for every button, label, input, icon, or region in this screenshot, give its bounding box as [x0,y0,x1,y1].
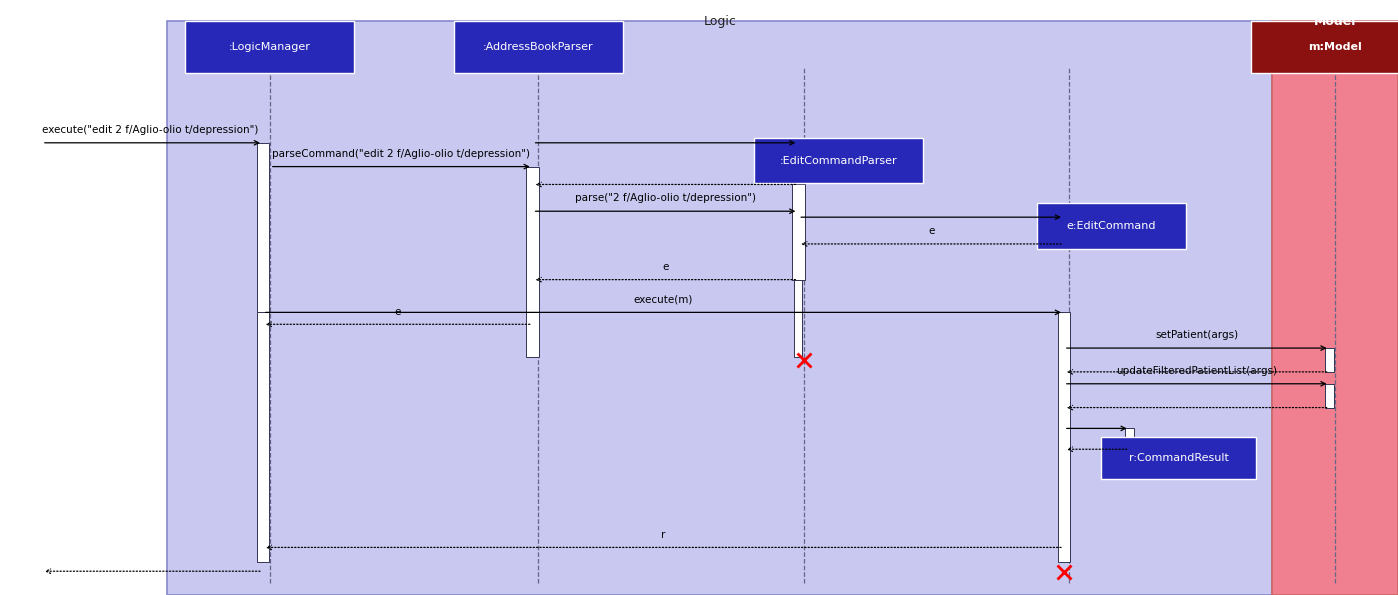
Bar [168,21,1272,595]
Text: Logic: Logic [703,15,737,28]
Text: e: e [394,306,401,317]
Text: setPatient(args): setPatient(args) [1155,330,1239,340]
Bar [1125,428,1135,449]
FancyBboxPatch shape [1102,437,1255,480]
Bar [526,167,538,357]
FancyBboxPatch shape [185,21,355,73]
Text: r:CommandResult: r:CommandResult [1128,453,1229,463]
Bar [794,280,802,357]
Bar [1325,348,1334,372]
FancyBboxPatch shape [453,21,622,73]
Bar [1272,21,1398,595]
Text: execute(m): execute(m) [633,295,693,305]
Bar [257,312,268,562]
Text: e: e [928,226,934,236]
Bar [1057,217,1071,244]
Bar [1325,384,1334,408]
Text: :EditCommandParser: :EditCommandParser [780,156,898,165]
Bar [791,143,805,184]
Text: :AddressBookParser: :AddressBookParser [482,42,594,52]
Text: Model: Model [1314,15,1356,28]
Text: parseCommand("edit 2 f/Aglio-olio t/depression"): parseCommand("edit 2 f/Aglio-olio t/depr… [273,149,530,159]
Bar [1057,312,1071,562]
FancyBboxPatch shape [1250,21,1398,73]
FancyBboxPatch shape [1037,203,1186,249]
Text: updateFilteredPatientList(args): updateFilteredPatientList(args) [1116,366,1278,376]
Text: parse("2 f/Aglio-olio t/depression"): parse("2 f/Aglio-olio t/depression") [575,193,756,203]
Text: m:Model: m:Model [1309,42,1362,52]
Text: execute("edit 2 f/Aglio-olio t/depression"): execute("edit 2 f/Aglio-olio t/depressio… [42,125,259,135]
Text: e: e [663,262,668,272]
Text: e:EditCommand: e:EditCommand [1067,221,1156,231]
Bar [791,184,805,280]
Text: :LogicManager: :LogicManager [229,42,310,52]
Text: r: r [661,530,665,540]
Bar [257,143,268,312]
FancyBboxPatch shape [755,138,923,183]
